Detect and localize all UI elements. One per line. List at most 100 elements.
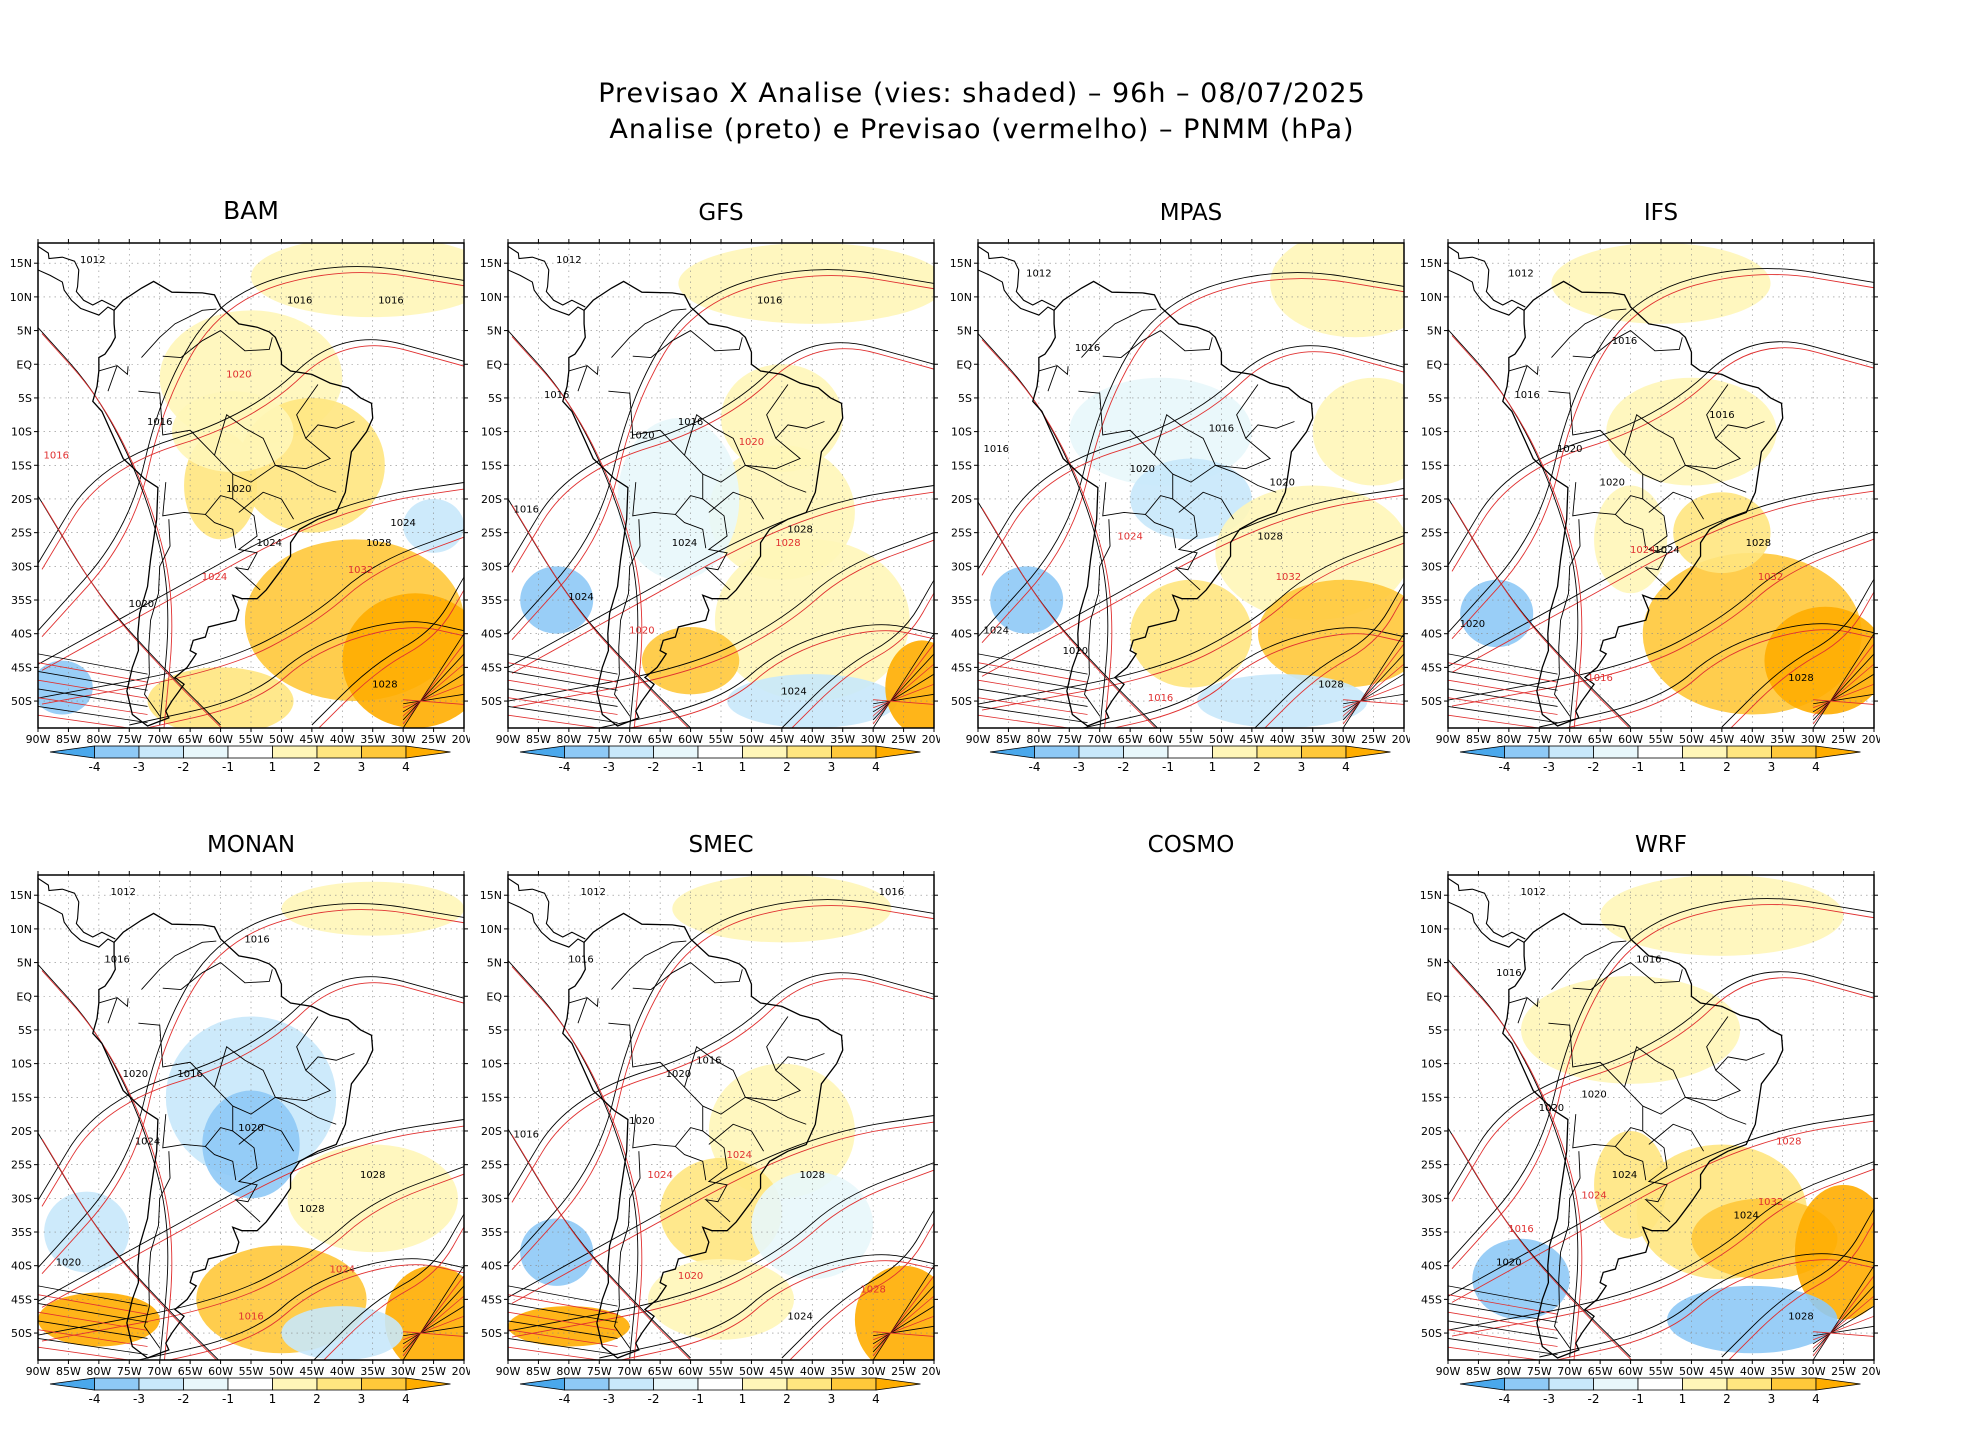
figure-title-line2: Analise (preto) e Previsao (vermelho) – … — [609, 114, 1355, 145]
bias-shade — [1551, 243, 1771, 324]
country-border — [632, 1114, 703, 1149]
colorbar-label: 3 — [1768, 1392, 1776, 1404]
country-border — [1615, 514, 1647, 549]
colorbar-label: 4 — [1812, 760, 1820, 772]
panel-cosmo: COSMO — [940, 832, 1380, 1432]
lat-tick-label: 40S — [11, 628, 32, 641]
bias-shade — [520, 1218, 594, 1286]
country-border — [1572, 482, 1643, 517]
country-border — [1154, 414, 1216, 466]
country-border — [1642, 384, 1741, 483]
colorbar-label: 3 — [1298, 760, 1306, 772]
isobar-packing — [1448, 714, 1542, 728]
forecast-isobar — [511, 504, 690, 728]
lon-tick-label: 45W — [769, 1365, 794, 1378]
isobar-packing — [508, 1346, 602, 1360]
isobar-label: 1020 — [226, 484, 251, 495]
forecast-isobar — [1451, 335, 1583, 728]
isobar-label: 1028 — [1318, 680, 1343, 691]
colorbar-label: 3 — [828, 1392, 836, 1404]
lon-tick-label: 30W — [861, 1365, 886, 1378]
lon-tick-label: 70W — [1557, 733, 1582, 746]
country-border — [1715, 421, 1765, 439]
forecast-isobar — [1728, 1220, 1874, 1360]
lon-tick-label: 40W — [330, 1365, 355, 1378]
lat-tick-label: 45S — [481, 1293, 502, 1306]
country-border — [232, 1016, 331, 1115]
colorbar-label: 4 — [872, 760, 880, 772]
analysis-isobar — [38, 903, 464, 1268]
country-border — [577, 365, 588, 392]
lon-tick-label: 50W — [1679, 733, 1704, 746]
lon-tick-label: 75W — [587, 733, 612, 746]
colorbar-label: -4 — [1499, 760, 1511, 772]
analysis-isobar — [781, 1209, 934, 1359]
forecast-isobar — [1451, 904, 1874, 1269]
isobar-packing — [872, 663, 934, 717]
analysis-isobar — [508, 899, 934, 1264]
isobar-label: 1016 — [1148, 693, 1173, 704]
map-smec: 1012 1016 1016 1016 1020 1020 1024 1024 1028 1028… — [480, 871, 940, 1378]
lat-tick-label: 15N — [480, 889, 502, 902]
isobar-label: 1028 — [1257, 531, 1282, 542]
analysis-isobar — [508, 532, 934, 702]
isobar-packing — [978, 679, 1088, 699]
isobar-packing — [1448, 706, 1558, 724]
colorbar-label: -3 — [133, 1392, 145, 1404]
lon-tick-label: 45W — [1239, 733, 1264, 746]
bias-shade — [251, 243, 464, 318]
isobar-label: 1020 — [1063, 646, 1088, 657]
lon-tick-label: 50W — [1209, 733, 1234, 746]
isobar-packing — [1448, 1311, 1558, 1331]
colorbar-label: -4 — [1499, 1392, 1511, 1404]
forecast-isobar — [511, 1121, 934, 1304]
country-border — [1624, 1046, 1686, 1098]
forecast-isobar — [981, 507, 1157, 728]
lon-tick-label: 40W — [330, 733, 355, 746]
isobar-packing — [402, 1295, 464, 1349]
bias-shade — [641, 626, 740, 695]
lon-tick-label: 90W — [26, 733, 51, 746]
coastline-central-america — [38, 269, 115, 316]
bias-shade — [1460, 579, 1534, 648]
coastline-south-america — [92, 280, 374, 727]
analysis-isobar — [38, 964, 169, 1360]
isobar-label: 1028 — [1776, 1136, 1801, 1147]
bias-shade — [885, 640, 934, 728]
isobar-label: 1024 — [135, 1136, 160, 1147]
colorbar-label: 3 — [1768, 760, 1776, 772]
isobar-packing — [402, 1265, 464, 1360]
country-border — [632, 962, 743, 990]
country-border — [1548, 1022, 1671, 1223]
country-border — [1648, 491, 1704, 520]
country-border — [144, 1151, 171, 1349]
lon-tick-label: 50W — [1679, 1365, 1704, 1378]
isobar-packing — [508, 1311, 618, 1331]
forecast-isobar — [41, 982, 464, 1207]
colorbar-label: 2 — [783, 1392, 791, 1404]
colorbar-label: -4 — [89, 1392, 101, 1404]
lon-tick-label: 75W — [117, 733, 142, 746]
isobar-packing — [38, 714, 132, 728]
lat-tick-label: 50S — [481, 1327, 502, 1340]
colorbar-label: -3 — [603, 1392, 615, 1404]
analysis-isobar — [1721, 1208, 1874, 1358]
isobar-packing — [872, 1315, 934, 1341]
panel-title: SMEC — [688, 832, 754, 858]
lon-tick-label: 55W — [1179, 733, 1204, 746]
colorbar-label: 2 — [313, 1392, 321, 1404]
panel-monan: MONAN 1012 1016 1016 1016 1020 1020 1024 1028 102… — [0, 832, 470, 1432]
lon-tick-label: 75W — [587, 1365, 612, 1378]
isobar-label: 1024 — [647, 1170, 672, 1181]
colorbar-label: -2 — [1118, 760, 1130, 772]
isobar-label: 1028 — [299, 1204, 324, 1215]
lon-tick-label: 25W — [1831, 733, 1856, 746]
lon-tick-label: 25W — [1361, 733, 1386, 746]
isobar-packing — [38, 1285, 148, 1307]
country-border — [1078, 390, 1201, 591]
analysis-isobar — [508, 269, 934, 634]
lat-tick-label: EQ — [486, 990, 502, 1003]
lat-tick-label: 35S — [481, 594, 502, 607]
lon-tick-label: 20W — [452, 733, 470, 746]
lon-tick-label: 20W — [1862, 1365, 1880, 1378]
